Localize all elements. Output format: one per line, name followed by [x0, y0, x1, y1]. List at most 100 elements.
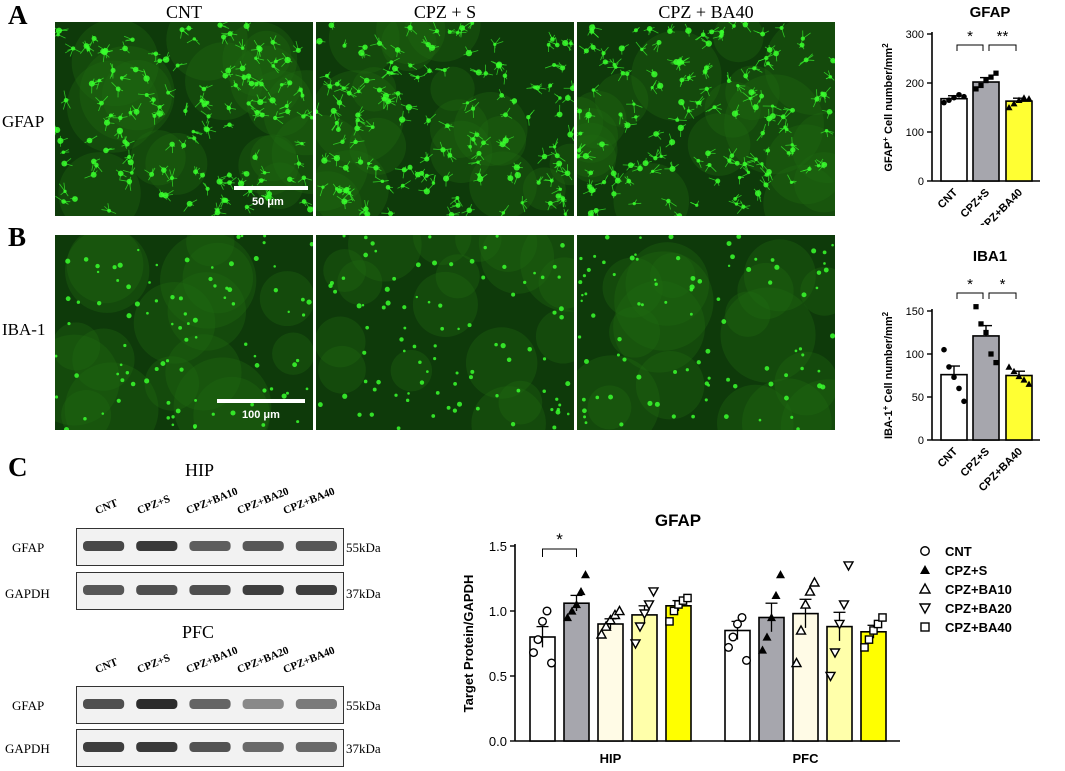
data-point — [725, 644, 733, 652]
micrograph-iba1-cpz-s — [316, 235, 574, 430]
data-point — [806, 587, 815, 595]
wb-pfc-lane-label: CNT — [94, 656, 120, 676]
blot-band — [296, 585, 337, 595]
blot-band — [136, 585, 177, 595]
column-label-cnt: CNT — [55, 2, 313, 23]
data-point — [548, 659, 556, 667]
bar-cnt — [941, 99, 967, 181]
row-label-gfap: GFAP — [2, 112, 44, 132]
data-point — [920, 604, 930, 613]
data-point — [743, 657, 751, 665]
panel-letter-c: C — [8, 452, 28, 483]
bar-hip-cpz-ba10 — [598, 624, 623, 741]
column-label-cpz-s: CPZ + S — [316, 2, 574, 23]
blot-band — [136, 742, 177, 752]
significance-bracket — [989, 45, 1016, 51]
data-point — [920, 584, 930, 593]
wb-hip-gfap-blot — [76, 528, 344, 566]
legend-label: CPZ+BA20 — [945, 601, 1012, 616]
blot-band — [243, 541, 284, 551]
data-point — [983, 330, 988, 335]
blot-band — [83, 699, 124, 709]
blot-band — [83, 541, 124, 551]
data-point — [861, 644, 868, 651]
data-point — [973, 86, 978, 91]
blot-band — [189, 585, 230, 595]
legend-label: CPZ+BA40 — [945, 620, 1012, 635]
blot-band — [189, 541, 230, 551]
scalebar-iba1 — [217, 399, 305, 403]
category-label: PFC — [793, 751, 820, 766]
data-point — [1021, 94, 1028, 100]
wb-pfc-gapdh-size: 37kDa — [346, 741, 381, 757]
data-point — [1006, 363, 1013, 369]
wb-pfc-lane-label: CPZ+BA20 — [236, 644, 291, 676]
scalebar-gfap — [234, 186, 308, 190]
blot-band — [189, 699, 230, 709]
y-tick-label: 1.5 — [489, 539, 507, 554]
data-point — [530, 649, 538, 657]
bar-pfc-cpz-ba20 — [827, 627, 852, 741]
wb-pfc-lane-label: CPZ+BA40 — [282, 644, 337, 676]
data-point — [951, 95, 957, 101]
wb-hip-lane-label: CPZ+S — [136, 493, 172, 517]
y-tick-label: 0.5 — [489, 669, 507, 684]
panel-letter-b: B — [8, 222, 26, 253]
significance-bracket — [989, 293, 1016, 299]
wb-hip-gapdh-size: 37kDa — [346, 586, 381, 602]
significance-label: * — [1000, 276, 1006, 293]
y-tick-label: 100 — [906, 349, 924, 361]
legend-label: CPZ+S — [945, 563, 988, 578]
y-tick-label: 0.0 — [489, 734, 507, 749]
y-tick-label: 200 — [906, 78, 924, 90]
blot-band — [189, 742, 230, 752]
data-point — [844, 562, 853, 570]
y-tick-label: 0 — [918, 176, 924, 188]
bar-cpz-s — [973, 82, 999, 181]
y-axis-label: GFAP+ Cell number/mm2 — [881, 43, 895, 172]
scalebar-gfap-label: 50 μm — [252, 196, 284, 208]
blot-band — [83, 585, 124, 595]
data-point — [978, 321, 983, 326]
wb-title-hip: HIP — [185, 460, 214, 481]
blot-band — [136, 541, 177, 551]
data-point — [577, 587, 586, 595]
category-label: CNT — [936, 186, 961, 211]
data-point — [956, 386, 962, 392]
bar-cpz-s — [973, 336, 999, 440]
data-point — [772, 591, 781, 599]
data-point — [941, 100, 947, 106]
data-point — [941, 347, 947, 353]
bar-pfc-cpz-s — [759, 618, 784, 742]
y-tick-label: 50 — [912, 392, 924, 404]
wb-pfc-lane-label: CPZ+S — [136, 652, 172, 676]
data-point — [1026, 95, 1033, 101]
data-point — [921, 623, 929, 631]
significance-bracket — [957, 45, 983, 51]
data-point — [946, 97, 952, 103]
wb-hip-lane-label: CPZ+BA20 — [236, 485, 291, 517]
significance-bracket — [957, 293, 983, 299]
wb-hip-gfap-label: GFAP — [12, 540, 44, 556]
bar-cnt — [941, 375, 967, 440]
category-label: HIP — [600, 751, 622, 766]
category-label: CNT — [936, 445, 961, 470]
significance-label: * — [556, 530, 563, 549]
significance-label: * — [967, 28, 973, 45]
significance-label: ** — [997, 28, 1009, 45]
wb-pfc-gfap-blot — [76, 686, 344, 724]
data-point — [729, 633, 737, 641]
data-point — [879, 614, 886, 621]
y-tick-label: 100 — [906, 127, 924, 139]
wb-hip-gfap-size: 55kDa — [346, 540, 381, 556]
wb-pfc-gapdh-label: GAPDH — [5, 741, 50, 757]
wb-pfc-gfap-label: GFAP — [12, 698, 44, 714]
data-point — [615, 607, 624, 615]
data-point — [666, 618, 673, 625]
y-axis-label: Target Protein/GAPDH — [461, 575, 476, 713]
wb-pfc-lane-label: CPZ+BA10 — [185, 644, 240, 676]
wb-pfc-gfap-size: 55kDa — [346, 698, 381, 714]
chart-title: GFAP — [970, 4, 1011, 21]
